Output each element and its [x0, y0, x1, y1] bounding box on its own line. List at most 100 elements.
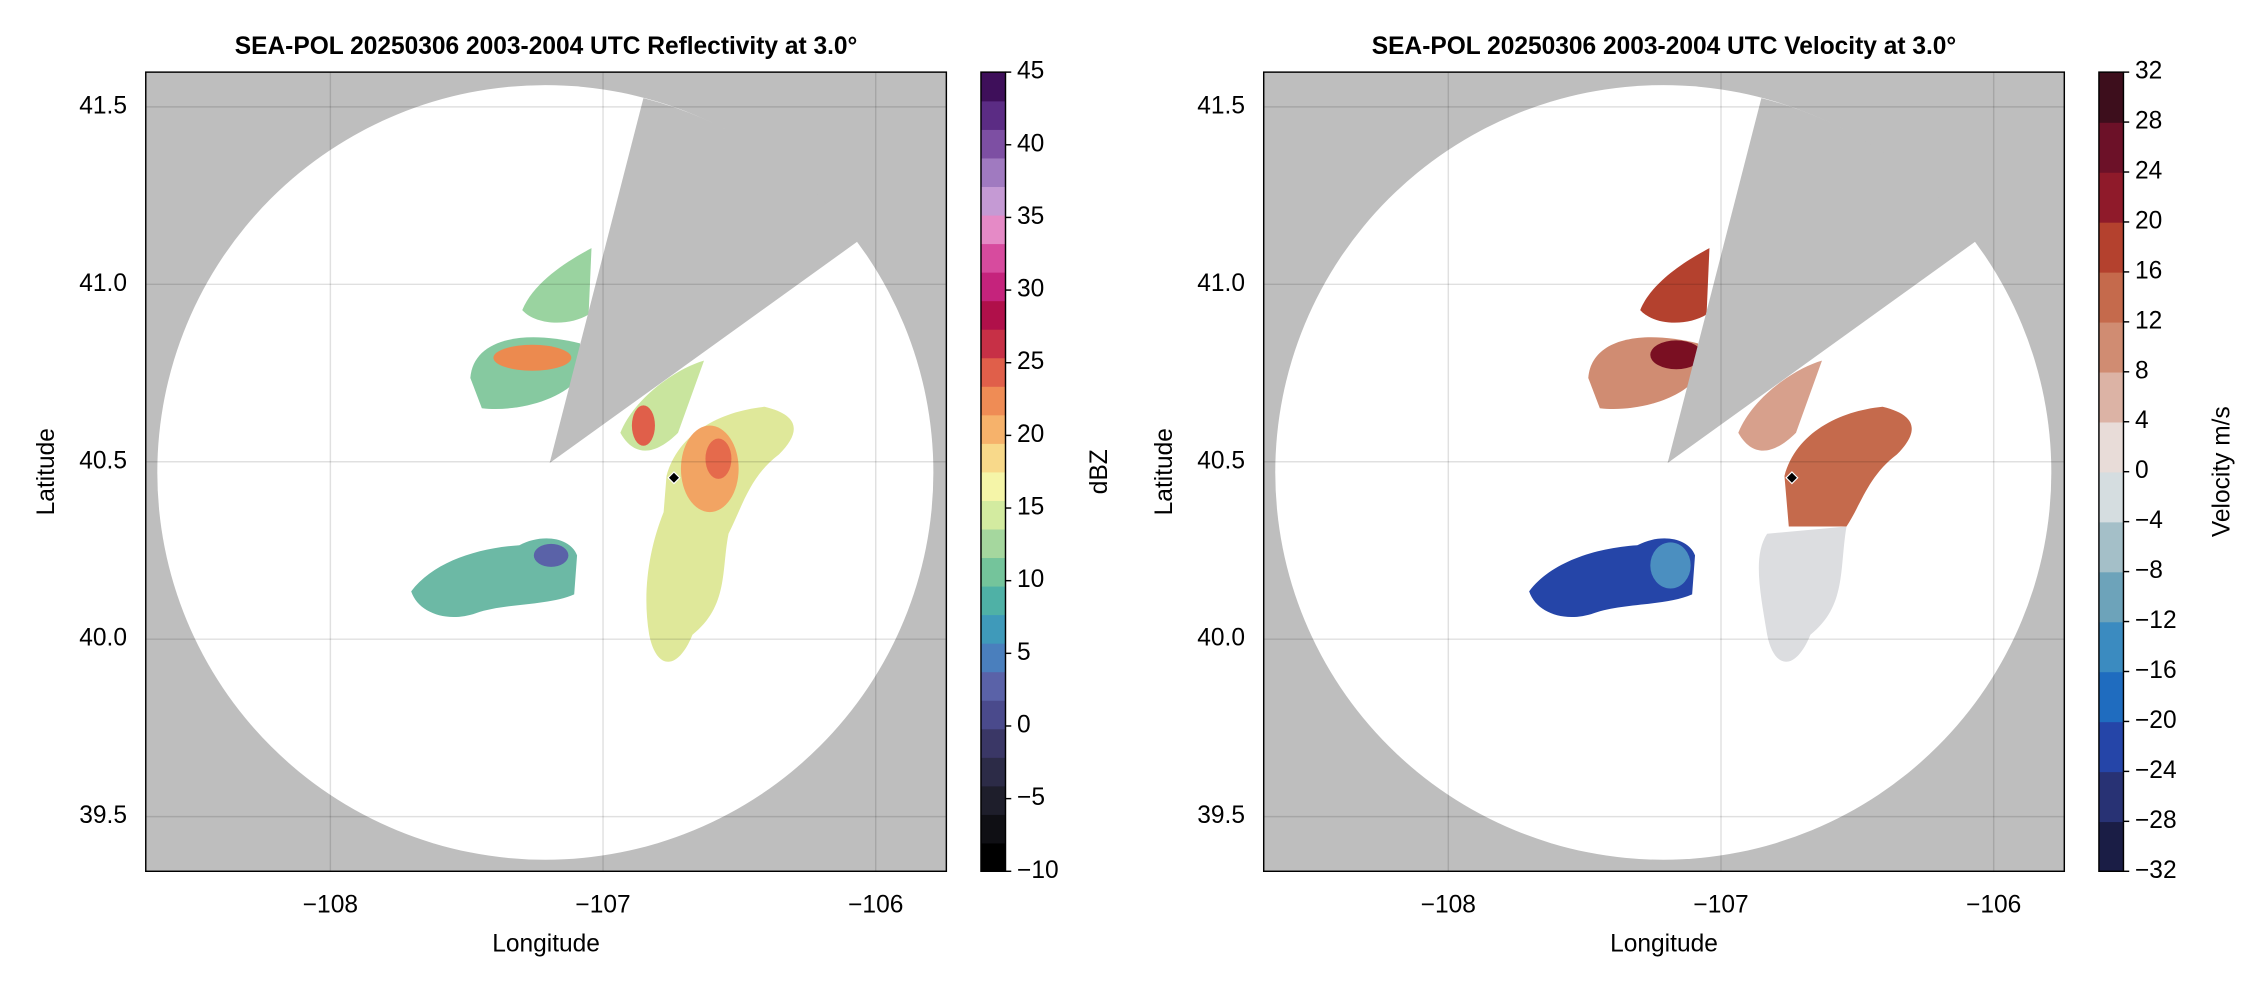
colorbar-tick-label: −32: [2135, 857, 2177, 884]
colorbar-segment: [980, 386, 1006, 416]
echo: [705, 438, 732, 479]
colorbar-segment: [980, 271, 1006, 302]
colorbar-tick-label: 15: [1017, 494, 1044, 521]
colorbar-tick-label: 20: [1017, 421, 1044, 448]
panel: SEA-POL 20250306 2003-2004 UTC Reflectiv…: [33, 33, 1113, 957]
colorbar-tick-label: 12: [2135, 307, 2162, 334]
colorbar-segment: [980, 157, 1006, 188]
y-axis-label: Latitude: [33, 428, 60, 515]
colorbar-segment: [980, 300, 1006, 330]
colorbar-segment: [2098, 721, 2124, 773]
colorbar-segment: [2098, 321, 2124, 373]
colorbar-segment: [980, 557, 1006, 587]
colorbar-segment: [2098, 821, 2124, 873]
colorbar-segment: [2098, 421, 2124, 473]
colorbar-segment: [2098, 571, 2124, 623]
colorbar-tick-label: −24: [2135, 757, 2177, 784]
colorbar-tick-label: 16: [2135, 257, 2162, 284]
echo: [493, 344, 572, 371]
y-tick-label: 41.5: [1197, 92, 1245, 119]
colorbar-segment: [980, 443, 1006, 473]
colorbar-tick-label: −28: [2135, 807, 2177, 834]
echo-field: [411, 248, 794, 662]
colorbar-segment: [980, 671, 1006, 701]
colorbar-tick-label: −16: [2135, 657, 2177, 684]
colorbar-segment: [980, 814, 1006, 844]
axes-frame: [145, 71, 948, 873]
colorbar-segment: [980, 72, 1006, 102]
x-tick-label: −106: [848, 891, 903, 918]
colorbar-segment: [2098, 221, 2124, 273]
colorbar-segment: [980, 642, 1006, 673]
colorbar-segment: [2098, 621, 2124, 673]
echo: [631, 405, 655, 446]
colorbar-segment: [980, 357, 1006, 387]
x-tick-label: −107: [575, 891, 630, 918]
colorbar-segment: [980, 471, 1006, 501]
chart-title: SEA-POL 20250306 2003-2004 UTC Reflectiv…: [235, 33, 858, 60]
colorbar-tick-label: −4: [2135, 507, 2163, 534]
colorbar-segment: [980, 214, 1006, 245]
y-tick-label: 40.0: [79, 625, 127, 652]
echo: [1650, 340, 1703, 370]
echo: [1640, 248, 1710, 323]
colorbar-segment: [980, 757, 1006, 787]
echo: [1650, 542, 1691, 589]
echo: [522, 248, 592, 323]
echo: [1758, 526, 1847, 662]
colorbar-tick-label: −8: [2135, 557, 2163, 584]
colorbar-tick-label: 4: [2135, 407, 2149, 434]
echo: [533, 543, 569, 567]
radar-marker: [667, 471, 681, 485]
colorbar-segment: [980, 842, 1006, 873]
colorbar-segment: [980, 500, 1006, 530]
colorbar-segment: [980, 614, 1006, 644]
colorbar-frame: [980, 71, 1007, 873]
blocked-sector: [549, 98, 859, 464]
colorbar-tick-label: 45: [1017, 58, 1044, 85]
radar-marker: [1785, 471, 1799, 485]
colorbar-segment: [980, 243, 1006, 273]
colorbar-tick-label: 30: [1017, 276, 1044, 303]
y-tick-label: 39.5: [1197, 802, 1245, 829]
colorbar-segment: [2098, 172, 2124, 223]
colorbar-segment: [2098, 471, 2124, 523]
colorbar-segment: [2098, 671, 2124, 723]
y-tick-label: 39.5: [79, 802, 127, 829]
colorbar-segment: [2098, 371, 2124, 423]
colorbar-tick-label: −5: [1017, 784, 1045, 811]
colorbar-tick-label: 28: [2135, 108, 2162, 135]
colorbar-tick-label: 10: [1017, 566, 1044, 593]
y-tick-label: 40.5: [1197, 447, 1245, 474]
y-axis-label: Latitude: [1151, 428, 1178, 515]
colorbar-tick-label: 25: [1017, 348, 1044, 375]
colorbar-tick-label: 20: [2135, 207, 2162, 234]
echo-field: [1529, 248, 1912, 662]
echo: [1784, 406, 1912, 527]
colorbar-segment: [980, 328, 1006, 359]
colorbar-segment: [2098, 771, 2124, 823]
x-tick-label: −108: [303, 891, 358, 918]
colorbar-tick-label: 0: [2135, 457, 2149, 484]
y-tick-label: 41.5: [79, 92, 127, 119]
colorbar-label: dBZ: [1086, 449, 1113, 494]
colorbar-segment: [980, 414, 1006, 444]
colorbar-tick-label: 40: [1017, 130, 1044, 157]
colorbar-segment: [980, 528, 1006, 559]
colorbar-tick-label: 5: [1017, 639, 1031, 666]
colorbar-tick-label: 24: [2135, 158, 2162, 185]
colorbar-segment: [980, 129, 1006, 159]
x-tick-label: −107: [1693, 891, 1748, 918]
colorbar-tick-label: 8: [2135, 357, 2149, 384]
colorbar-tick-label: 32: [2135, 58, 2162, 85]
colorbar-segment: [980, 100, 1006, 130]
colorbar-tick-label: 0: [1017, 711, 1031, 738]
colorbar-tick-label: −12: [2135, 607, 2177, 634]
y-tick-label: 41.0: [79, 270, 127, 297]
colorbar-segment: [2098, 72, 2124, 123]
colorbar-segment: [980, 186, 1006, 216]
colorbar-segment: [980, 700, 1006, 730]
chart-title: SEA-POL 20250306 2003-2004 UTC Velocity …: [1372, 33, 1956, 60]
blocked-sector: [1667, 98, 1977, 464]
